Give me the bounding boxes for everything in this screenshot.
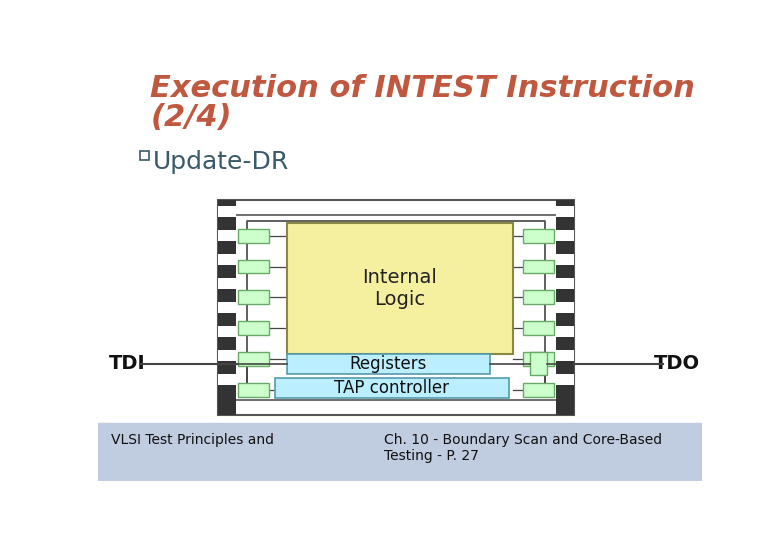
Bar — [218, 206, 236, 217]
Bar — [218, 350, 236, 361]
Text: Registers: Registers — [349, 355, 427, 373]
Text: Execution of INTEST Instruction: Execution of INTEST Instruction — [151, 74, 695, 103]
Bar — [555, 206, 574, 217]
Bar — [555, 326, 574, 337]
Bar — [555, 350, 574, 361]
Bar — [523, 321, 554, 335]
Bar — [555, 230, 574, 241]
Bar — [238, 291, 269, 304]
Text: Update-DR: Update-DR — [154, 150, 289, 173]
Bar — [275, 378, 509, 398]
Bar — [523, 291, 554, 304]
Bar — [523, 229, 554, 242]
Bar — [555, 200, 574, 415]
Bar — [238, 229, 269, 242]
Bar — [218, 200, 236, 415]
Bar — [238, 321, 269, 335]
Text: VLSI Test Principles and: VLSI Test Principles and — [112, 433, 275, 447]
Bar — [555, 374, 574, 384]
Text: Internal
Logic: Internal Logic — [363, 268, 437, 308]
Bar — [238, 352, 269, 366]
Bar — [523, 352, 554, 366]
Bar — [140, 151, 149, 159]
Text: TDO: TDO — [654, 354, 700, 373]
Bar — [530, 352, 547, 375]
Bar — [98, 423, 702, 481]
Bar — [218, 374, 236, 384]
Bar — [238, 383, 269, 397]
Bar — [286, 354, 490, 374]
Bar — [555, 302, 574, 313]
Bar — [238, 260, 269, 273]
Text: Ch. 10 - Boundary Scan and Core-Based
Testing - P. 27: Ch. 10 - Boundary Scan and Core-Based Te… — [385, 433, 662, 463]
Bar — [218, 254, 236, 265]
Text: TDI: TDI — [108, 354, 145, 373]
Bar — [523, 383, 554, 397]
Bar — [218, 200, 574, 415]
Bar — [555, 278, 574, 289]
Bar — [218, 230, 236, 241]
Text: (2/4): (2/4) — [151, 103, 232, 132]
Bar — [286, 222, 513, 354]
Bar — [555, 254, 574, 265]
Bar — [218, 302, 236, 313]
Bar — [233, 215, 558, 400]
Bar — [218, 278, 236, 289]
Bar — [523, 260, 554, 273]
Text: TAP controller: TAP controller — [335, 379, 449, 397]
Bar — [218, 326, 236, 337]
